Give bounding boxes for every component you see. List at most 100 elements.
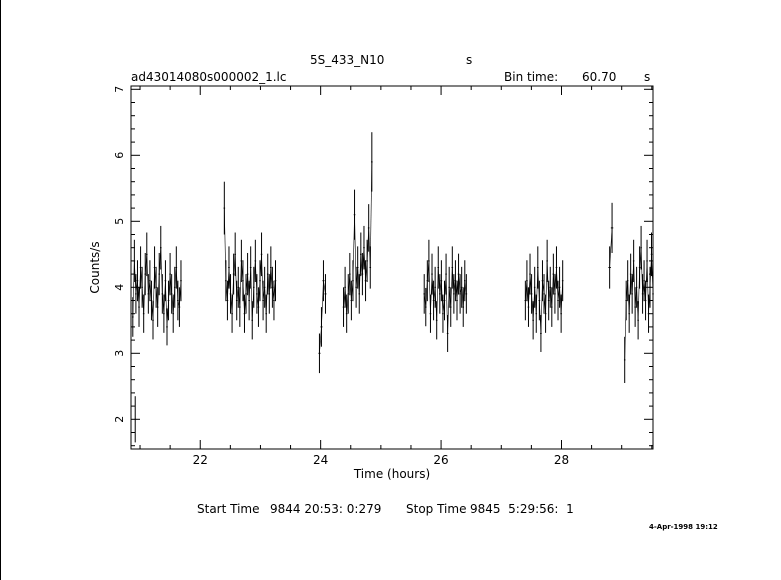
- connector: [168, 274, 171, 301]
- connector: [149, 280, 152, 301]
- connector: [551, 274, 554, 308]
- connector: [158, 247, 162, 275]
- connector: [137, 280, 140, 308]
- connector: [134, 260, 137, 294]
- connector: [148, 280, 151, 294]
- y-axis-label: Counts/s: [88, 241, 102, 293]
- connector: [369, 161, 373, 268]
- connector: [447, 287, 450, 334]
- connector: [347, 274, 351, 294]
- connector: [428, 260, 431, 314]
- stop-time-label: Stop Time: [406, 502, 467, 516]
- connector: [526, 280, 529, 308]
- connector: [368, 227, 371, 268]
- connector: [649, 254, 652, 288]
- connector: [633, 260, 636, 308]
- y-tick-label: 2: [113, 416, 126, 423]
- connector: [177, 300, 180, 308]
- connector: [637, 267, 640, 321]
- connector: [227, 267, 230, 301]
- connector: [452, 267, 455, 294]
- connector: [628, 274, 631, 314]
- x-tick-label: 26: [433, 453, 448, 467]
- lightcurve-filename: ad43014080s000002_1.lc: [131, 70, 287, 84]
- connector: [639, 247, 642, 268]
- connector: [247, 274, 250, 301]
- connector: [427, 260, 430, 281]
- connector: [358, 254, 362, 294]
- connector: [537, 267, 540, 301]
- connector: [645, 260, 648, 301]
- stop-time-value: 9845 5:29:56: 1: [470, 502, 574, 516]
- connector: [237, 287, 241, 308]
- connector: [352, 214, 355, 281]
- connector: [179, 280, 182, 308]
- connector: [442, 300, 445, 314]
- connector: [343, 287, 346, 308]
- connector: [531, 293, 534, 321]
- connector: [171, 293, 174, 314]
- connector: [241, 260, 244, 281]
- connector: [529, 274, 532, 294]
- connector: [434, 287, 437, 321]
- connector: [431, 274, 434, 301]
- connector: [444, 274, 447, 301]
- connector: [169, 274, 172, 294]
- connector: [251, 287, 255, 321]
- connector: [366, 227, 369, 261]
- connector: [630, 274, 633, 294]
- connector: [273, 280, 276, 301]
- connector: [609, 227, 613, 268]
- connector: [436, 267, 439, 321]
- start-time-label: Start Time: [197, 502, 260, 516]
- connector: [323, 280, 326, 294]
- connector: [554, 267, 557, 294]
- connector: [230, 293, 233, 314]
- connector: [349, 274, 352, 301]
- connector: [255, 260, 258, 294]
- y-tick-label: 3: [113, 350, 126, 357]
- connector: [528, 274, 531, 308]
- connector: [160, 247, 163, 294]
- connector: [319, 326, 322, 354]
- connector: [357, 267, 360, 294]
- connector: [556, 267, 559, 301]
- connector: [360, 254, 363, 275]
- connector: [152, 267, 155, 321]
- connector: [224, 208, 227, 281]
- connector: [535, 267, 539, 314]
- connector: [553, 274, 556, 294]
- connector: [640, 247, 643, 294]
- connector: [270, 267, 273, 288]
- plot-timestamp: 4-Apr-1998 19:12: [649, 523, 718, 531]
- connector: [425, 280, 428, 308]
- connector: [225, 280, 228, 301]
- connector: [559, 287, 562, 314]
- connector: [455, 280, 458, 301]
- connector: [244, 293, 247, 314]
- connector: [461, 287, 464, 308]
- connector: [264, 287, 267, 314]
- connector: [262, 287, 265, 301]
- connector: [430, 274, 433, 314]
- connector: [646, 260, 649, 314]
- plot-frame: [130, 85, 654, 450]
- connector: [450, 267, 453, 308]
- connector: [354, 214, 357, 288]
- connector: [542, 280, 545, 294]
- connector: [165, 280, 168, 327]
- connector: [166, 300, 169, 327]
- connector: [250, 267, 253, 321]
- connector: [163, 280, 166, 314]
- connector: [441, 280, 444, 314]
- bin-time-value: 60.70: [582, 70, 617, 84]
- connector: [445, 274, 448, 334]
- x-tick-label: 28: [554, 453, 569, 467]
- connector: [534, 287, 537, 314]
- connector: [157, 274, 160, 308]
- start-time-value: 9844 20:53: 0:279: [270, 502, 382, 516]
- connector: [624, 300, 627, 360]
- connector: [321, 280, 324, 327]
- y-tick-label: 4: [113, 284, 126, 291]
